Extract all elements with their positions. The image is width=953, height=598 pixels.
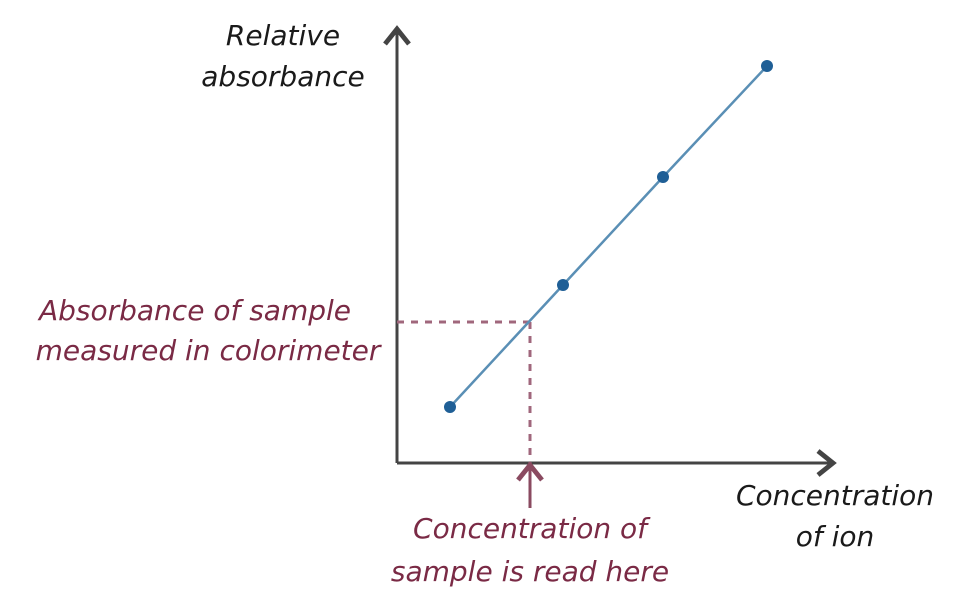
calibration-line bbox=[449, 65, 768, 408]
point bbox=[444, 401, 456, 413]
concentration-note: sample is read here bbox=[391, 555, 669, 588]
y-axis-label: Relative bbox=[226, 19, 340, 52]
concentration-note: Concentration of bbox=[413, 512, 651, 545]
point bbox=[557, 279, 569, 291]
point bbox=[657, 171, 669, 183]
absorbance-note: measured in colorimeter bbox=[36, 334, 382, 367]
x-axis-label: of ion bbox=[796, 520, 875, 553]
y-axis-label: absorbance bbox=[201, 60, 364, 93]
x-axis-label: Concentration bbox=[736, 479, 934, 512]
point bbox=[761, 60, 773, 72]
absorbance-note: Absorbance of sample bbox=[37, 294, 351, 327]
